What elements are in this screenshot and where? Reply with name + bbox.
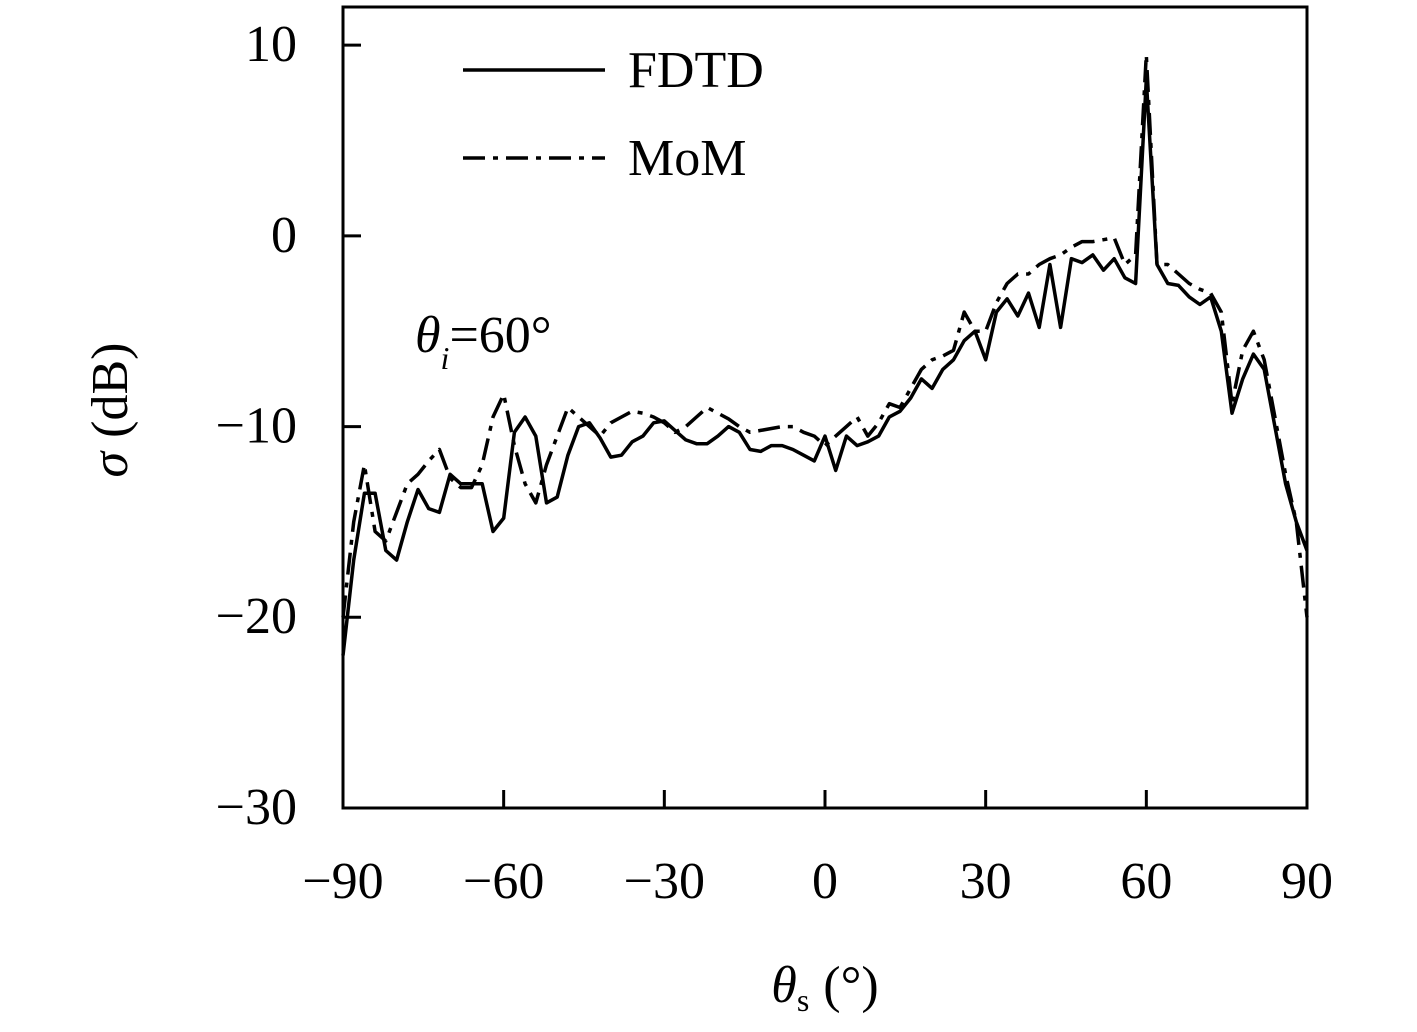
legend-label: MoM	[628, 130, 746, 187]
x-tick-label: 0	[812, 853, 838, 910]
annotation-subscript: i	[441, 340, 450, 376]
annotation: θi=60°	[415, 307, 552, 376]
y-tick-label: 0	[271, 207, 297, 264]
y-label-symbol: σ	[82, 449, 139, 477]
plot-frame	[341, 5, 1309, 810]
x-tick-label: 30	[960, 853, 1012, 910]
data-line	[341, 77, 1309, 656]
annotation-text: =60°	[449, 307, 551, 364]
legend-label: FDTD	[628, 42, 764, 99]
x-tick-label: 90	[1281, 853, 1333, 910]
x-tick-label: −30	[624, 853, 705, 910]
x-tick-label: −60	[463, 853, 544, 910]
y-tick-label: −20	[216, 588, 297, 645]
y-tick-label: 10	[245, 16, 297, 73]
x-label-unit: (°)	[823, 957, 878, 1014]
y-axis-label: σ (dB)	[82, 343, 139, 478]
y-tick-label: −30	[216, 779, 297, 836]
y-tick-label: −10	[216, 398, 297, 455]
x-axis-label: θs (°)	[771, 957, 878, 1018]
x-tick-label: 60	[1120, 853, 1172, 910]
x-label-subscript: s	[797, 982, 809, 1018]
y-label-unit: (dB)	[82, 343, 139, 438]
x-tick-label: −90	[302, 853, 383, 910]
annotation-symbol: θ	[415, 307, 441, 364]
x-label-symbol: θ	[771, 957, 797, 1014]
